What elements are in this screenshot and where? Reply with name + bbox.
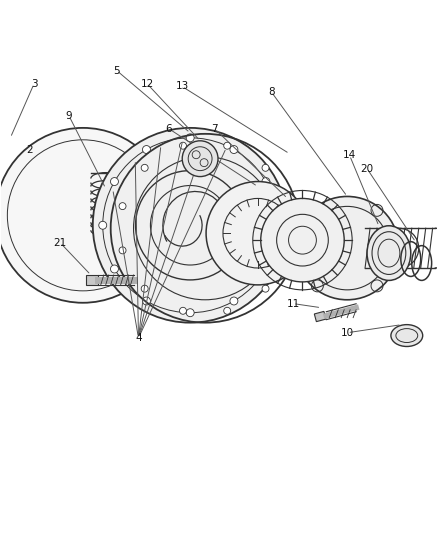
Text: 13: 13 bbox=[175, 82, 189, 92]
Circle shape bbox=[274, 221, 282, 229]
Text: 20: 20 bbox=[360, 164, 374, 174]
Circle shape bbox=[224, 142, 231, 149]
Circle shape bbox=[142, 297, 150, 305]
Circle shape bbox=[261, 198, 344, 282]
Circle shape bbox=[141, 285, 148, 292]
Circle shape bbox=[230, 146, 238, 154]
Bar bbox=[314, 311, 326, 321]
Circle shape bbox=[110, 177, 118, 185]
Text: 7: 7 bbox=[212, 124, 218, 134]
Circle shape bbox=[262, 177, 270, 185]
Circle shape bbox=[119, 247, 126, 254]
Text: 3: 3 bbox=[31, 79, 37, 89]
Circle shape bbox=[224, 308, 231, 314]
Circle shape bbox=[296, 197, 399, 300]
Text: 6: 6 bbox=[166, 124, 172, 134]
Bar bbox=[86, 275, 98, 285]
Text: 8: 8 bbox=[268, 87, 275, 96]
Circle shape bbox=[119, 203, 126, 209]
Circle shape bbox=[206, 182, 309, 285]
Text: 9: 9 bbox=[66, 110, 72, 120]
Circle shape bbox=[0, 128, 170, 303]
Text: 4: 4 bbox=[135, 333, 142, 343]
Text: 11: 11 bbox=[286, 298, 300, 309]
Circle shape bbox=[182, 141, 218, 176]
Circle shape bbox=[141, 164, 148, 171]
Circle shape bbox=[110, 265, 118, 273]
Circle shape bbox=[99, 221, 107, 229]
Text: 14: 14 bbox=[343, 150, 356, 160]
Circle shape bbox=[262, 164, 269, 171]
Circle shape bbox=[142, 146, 150, 154]
Circle shape bbox=[262, 265, 270, 273]
Text: 10: 10 bbox=[341, 328, 354, 338]
Circle shape bbox=[186, 309, 194, 317]
Ellipse shape bbox=[391, 325, 423, 346]
Text: 21: 21 bbox=[53, 238, 67, 248]
Text: 12: 12 bbox=[141, 79, 154, 89]
Circle shape bbox=[284, 203, 291, 209]
Circle shape bbox=[284, 247, 291, 254]
Circle shape bbox=[180, 142, 187, 149]
Circle shape bbox=[262, 285, 269, 292]
Circle shape bbox=[186, 134, 194, 142]
Text: 2: 2 bbox=[26, 145, 33, 155]
Circle shape bbox=[180, 308, 187, 314]
Circle shape bbox=[93, 128, 288, 322]
Text: 5: 5 bbox=[113, 66, 120, 76]
Circle shape bbox=[230, 297, 238, 305]
Ellipse shape bbox=[367, 226, 411, 280]
